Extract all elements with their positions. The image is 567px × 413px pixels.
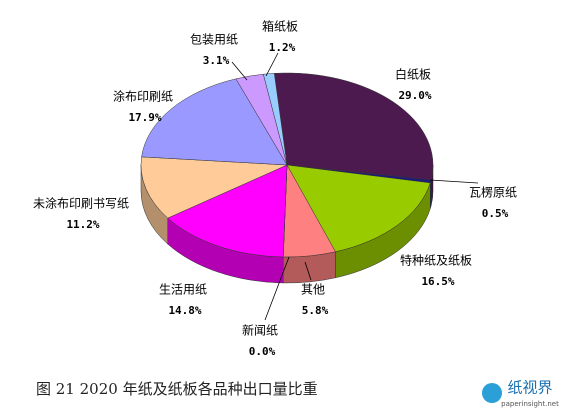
value-label: 0.5% [482, 207, 509, 220]
leader-line [429, 179, 479, 184]
value-label: 14.8% [168, 304, 201, 317]
slice-label: 瓦楞原纸 [469, 185, 517, 200]
watermark-logo [482, 383, 502, 403]
slice-label: 包装用纸 [190, 33, 238, 47]
slice-label: 新闻纸 [242, 323, 278, 338]
slice [167, 164, 288, 258]
slice [263, 73, 288, 166]
value-label: 1.2% [269, 41, 296, 54]
slice-label: 其他 [301, 283, 325, 297]
slice [140, 156, 288, 219]
slice [286, 164, 431, 253]
value-label: 17.9% [128, 111, 161, 124]
slice-label: 特种纸及纸板 [400, 253, 472, 268]
slice-label: 生活用纸 [159, 283, 207, 297]
leader-line [304, 261, 312, 281]
value-label: 16.5% [421, 275, 454, 288]
watermark-name: 纸视界 [507, 379, 552, 397]
caption: 图 21 2020 年纸及纸板各品种出口量比重 [36, 380, 318, 398]
slice-label: 涂布印刷纸 [113, 89, 173, 104]
watermark-site: paperinsight.net [501, 400, 559, 408]
value-label: 3.1% [203, 54, 230, 67]
slice-label: 未涂布印刷书写纸 [33, 196, 129, 211]
slice-label: 白纸板 [395, 67, 431, 82]
slice-label: 箱纸板 [262, 19, 298, 34]
leader-line [231, 61, 248, 81]
value-label: 0.0% [249, 345, 276, 358]
slice [273, 72, 434, 181]
leader-line [265, 52, 279, 77]
value-label: 29.0% [398, 89, 431, 102]
watermark: 纸视界 paperinsight.net [482, 379, 559, 408]
value-label: 5.8% [302, 304, 329, 317]
slice [141, 78, 288, 166]
value-label: 11.2% [66, 218, 99, 231]
leader-line [264, 256, 290, 321]
